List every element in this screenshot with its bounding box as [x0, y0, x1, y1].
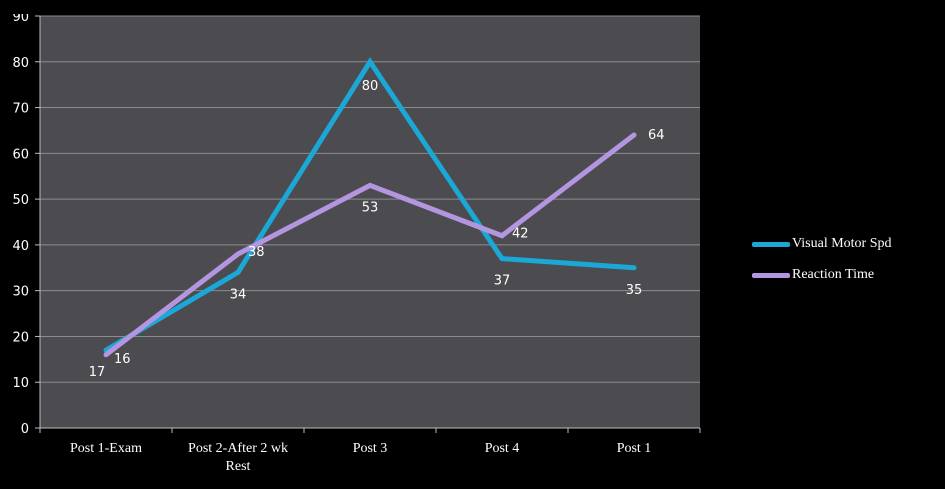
data-label: 16: [114, 352, 131, 367]
x-tick-label: Post 1-Exam: [70, 441, 142, 456]
y-tick-label: 90: [12, 14, 29, 25]
plot-area: [40, 16, 700, 428]
data-label: 35: [626, 283, 643, 298]
y-tick-label: 40: [12, 239, 29, 254]
x-tick-label: Post 1: [617, 441, 652, 456]
data-label: 64: [648, 128, 665, 143]
data-label: 17: [89, 365, 106, 380]
legend-swatch-reaction-time: [752, 272, 790, 278]
y-tick-label: 0: [21, 422, 29, 437]
y-tick-label: 70: [12, 102, 29, 117]
legend-item-visual-motor-spd: Visual Motor Spd: [752, 234, 892, 254]
y-tick-label: 80: [12, 56, 29, 71]
y-tick-labels: 0 10 20 30 40 50 60 70 80 90: [12, 14, 29, 437]
legend-label-reaction-time: Reaction Time: [792, 267, 875, 282]
y-tick-label: 50: [12, 193, 29, 208]
data-label: 38: [248, 245, 265, 260]
y-tick-label: 10: [12, 376, 29, 391]
data-label: 34: [230, 287, 247, 302]
x-tick-label: Post 4: [485, 441, 520, 456]
data-label: 80: [362, 79, 379, 94]
legend-swatch-visual-motor-spd: [752, 241, 790, 247]
series-line-1: [103, 132, 637, 358]
data-label: 37: [494, 274, 511, 289]
series-lines: [103, 57, 637, 358]
y-tick-label: 30: [12, 285, 29, 300]
data-labels: 17 34 80 37 35 16 38 53 42 64: [89, 79, 665, 380]
series-line-0: [103, 57, 637, 353]
line-chart: 0 10 20 30 40 50 60 70 80 90 Post 1-Exam Post 2-Af…: [12, 14, 701, 474]
data-label: 53: [362, 200, 379, 215]
y-tick-label: 60: [12, 147, 29, 162]
x-tick-labels: Post 1-Exam Post 2-After 2 wk Rest Post 3 Po…: [70, 441, 651, 474]
legend: Visual Motor Spd Reaction Time: [752, 231, 912, 289]
x-tick-label: Post 3: [353, 441, 388, 456]
axes: [35, 15, 701, 433]
x-tick-label: Post 2-After 2 wk Rest: [188, 441, 288, 474]
legend-item-reaction-time: Reaction Time: [752, 265, 874, 285]
y-tick-label: 20: [12, 330, 29, 345]
data-label: 42: [512, 227, 529, 242]
legend-label-visual-motor-spd: Visual Motor Spd: [792, 236, 892, 251]
